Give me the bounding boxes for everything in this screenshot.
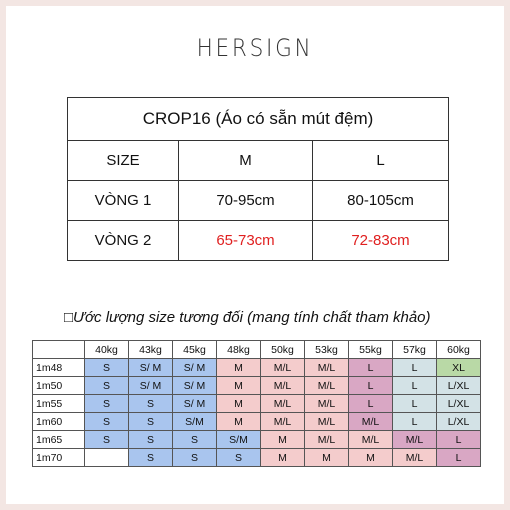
size-cell: 70-95cm (178, 180, 313, 221)
row-header: 1m55 (32, 394, 85, 413)
estimate-cell: S/ M (128, 376, 173, 395)
estimate-cell: M (304, 448, 349, 467)
estimate-cell: M/L (392, 430, 437, 449)
row-header: 1m50 (32, 376, 85, 395)
estimate-cell: S (84, 430, 129, 449)
estimate-cell: M/L (348, 430, 393, 449)
column-header: 43kg (128, 340, 173, 359)
header-cell: M (178, 140, 313, 181)
column-header: 48kg (216, 340, 261, 359)
estimate-cell: L (392, 376, 437, 395)
estimate-cell: S/M (216, 430, 261, 449)
estimate-cell: S/ M (128, 358, 173, 377)
estimate-cell: M/L (304, 430, 349, 449)
size-row: VÒNG 1 70-95cm 80-105cm (67, 180, 449, 221)
estimate-cell: L (348, 358, 393, 377)
estimate-cell: M/L (260, 412, 305, 431)
estimate-cell: S (128, 412, 173, 431)
header-cell: L (312, 140, 449, 181)
estimate-cell: L (436, 448, 481, 467)
row-header: 1m48 (32, 358, 85, 377)
estimate-cell: S/ M (172, 376, 217, 395)
estimate-cell: S (172, 430, 217, 449)
row-header: 1m70 (32, 448, 85, 467)
estimate-cell: S (172, 448, 217, 467)
estimate-cell: M/L (348, 412, 393, 431)
estimate-row: 1m55 S S S/ M M M/L M/L L L L/XL (32, 394, 481, 413)
estimate-cell: L (392, 358, 437, 377)
title-row: CROP16 (Áo có sẵn mút đệm) (67, 97, 449, 141)
size-cell: 80-105cm (312, 180, 449, 221)
column-header: 50kg (260, 340, 305, 359)
estimate-cell: S (84, 412, 129, 431)
column-header: 60kg (436, 340, 481, 359)
estimate-cell: M (216, 394, 261, 413)
table-title: CROP16 (Áo có sẵn mút đệm) (67, 97, 449, 141)
estimate-cell: L (436, 430, 481, 449)
estimate-table: 40kg 43kg 45kg 48kg 50kg 53kg 55kg 57kg 60kg 1m48… (32, 340, 481, 467)
estimate-cell: M/L (304, 358, 349, 377)
estimate-cell: M (216, 358, 261, 377)
estimate-cell (84, 448, 129, 467)
estimate-row: 1m70 S S S M M M M/L L (32, 448, 481, 467)
page: HERSIGN CROP16 (Áo có sẵn mút đệm) SIZE M L… (6, 6, 504, 504)
estimate-row: 1m50 S S/ M S/ M M M/L M/L L L L/XL (32, 376, 481, 395)
estimate-cell: M/L (304, 394, 349, 413)
column-header: 57kg (392, 340, 437, 359)
estimate-cell: L (348, 394, 393, 413)
estimate-cell: M (216, 412, 261, 431)
estimate-cell: L (392, 412, 437, 431)
column-header: 53kg (304, 340, 349, 359)
estimate-cell: S (128, 448, 173, 467)
row-header: 1m60 (32, 412, 85, 431)
estimate-cell: L/XL (436, 394, 481, 413)
corner-cell (32, 340, 85, 359)
estimate-cell: L/XL (436, 376, 481, 395)
estimate-cell: S/ M (172, 394, 217, 413)
header-row: 40kg 43kg 45kg 48kg 50kg 53kg 55kg 57kg 60kg (32, 340, 481, 359)
estimate-cell: M (216, 376, 261, 395)
estimate-cell: M/L (260, 376, 305, 395)
estimate-cell: M/L (260, 394, 305, 413)
estimate-cell: M/L (304, 376, 349, 395)
estimate-cell: XL (436, 358, 481, 377)
size-row: VÒNG 2 65-73cm 72-83cm (67, 220, 449, 261)
logo: HERSIGN (196, 34, 314, 62)
estimate-row: 1m60 S S S/M M M/L M/L M/L L L/XL (32, 412, 481, 431)
estimate-cell: M/L (392, 448, 437, 467)
caption: □Ước lượng size tương đối (mang tính chấ… (64, 309, 431, 326)
estimate-cell: L/XL (436, 412, 481, 431)
size-cell: VÒNG 1 (67, 180, 179, 221)
column-header: 40kg (84, 340, 129, 359)
estimate-cell: M (260, 430, 305, 449)
estimate-cell: L (348, 376, 393, 395)
header-cell: SIZE (67, 140, 179, 181)
size-cell: VÒNG 2 (67, 220, 179, 261)
estimate-cell: S (84, 358, 129, 377)
row-header: 1m65 (32, 430, 85, 449)
estimate-cell: L (392, 394, 437, 413)
estimate-cell: S (84, 376, 129, 395)
size-cell: 72-83cm (312, 220, 449, 261)
estimate-cell: M/L (304, 412, 349, 431)
estimate-row: 1m65 S S S S/M M M/L M/L M/L L (32, 430, 481, 449)
header-row: SIZE M L (67, 140, 449, 181)
size-table: CROP16 (Áo có sẵn mút đệm) SIZE M L VÒNG 1 70… (67, 97, 449, 261)
estimate-cell: S (84, 394, 129, 413)
estimate-cell: M (260, 448, 305, 467)
estimate-cell: S (216, 448, 261, 467)
column-header: 45kg (172, 340, 217, 359)
estimate-cell: S (128, 430, 173, 449)
estimate-row: 1m48 S S/ M S/ M M M/L M/L L L XL (32, 358, 481, 377)
column-header: 55kg (348, 340, 393, 359)
estimate-cell: M (348, 448, 393, 467)
estimate-cell: S (128, 394, 173, 413)
size-cell: 65-73cm (178, 220, 313, 261)
estimate-cell: S/ M (172, 358, 217, 377)
estimate-cell: S/M (172, 412, 217, 431)
estimate-cell: M/L (260, 358, 305, 377)
